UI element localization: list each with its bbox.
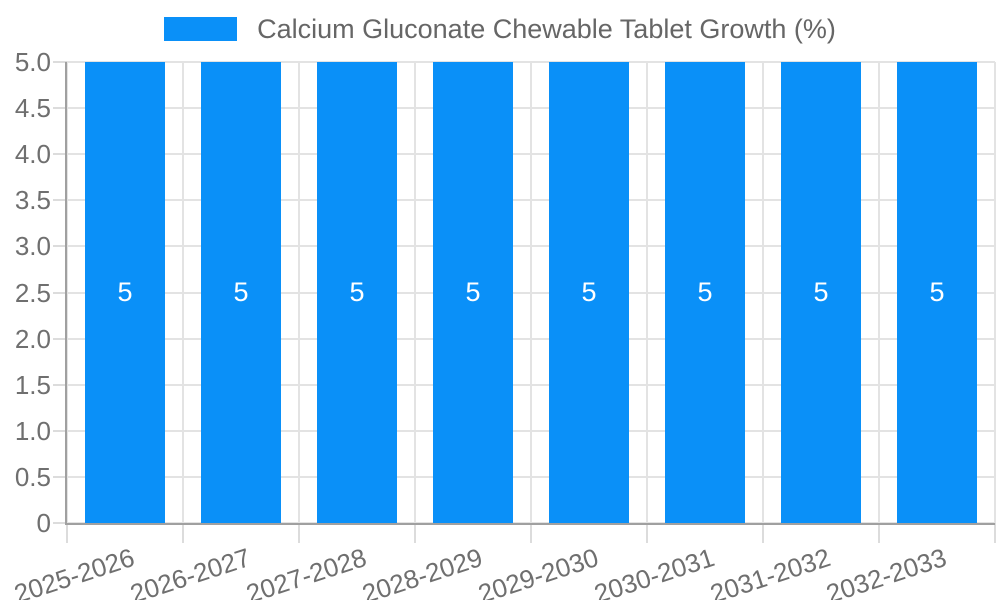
x-gridline: [298, 62, 300, 523]
y-tick-mark: [53, 245, 67, 248]
bar[interactable]: 5: [85, 62, 165, 523]
y-tick-mark: [53, 429, 67, 432]
x-gridline: [646, 62, 648, 523]
y-tick-mark: [53, 522, 67, 524]
x-gridline: [414, 62, 416, 523]
x-tick-mark: [414, 523, 416, 543]
bar[interactable]: 5: [201, 62, 281, 523]
y-tick-mark: [53, 291, 67, 294]
x-gridline: [66, 62, 68, 523]
y-tick-label: 1.5: [14, 369, 51, 400]
x-tick-mark: [530, 523, 532, 543]
bar-value-label: 5: [929, 277, 945, 307]
y-tick-label: 1.0: [14, 415, 51, 446]
bar[interactable]: 5: [549, 62, 629, 523]
x-tick-mark: [66, 523, 68, 543]
y-tick-mark: [53, 383, 67, 386]
y-tick-label: 3.5: [14, 185, 51, 216]
x-gridline: [182, 62, 184, 523]
x-tick-mark: [646, 523, 648, 543]
y-tick-label: 2.0: [14, 323, 51, 354]
y-tick-label: 5.0: [14, 47, 51, 77]
x-gridline: [878, 62, 880, 523]
x-gridline: [530, 62, 532, 523]
bar[interactable]: 5: [781, 62, 861, 523]
x-gridline: [762, 62, 764, 523]
bar[interactable]: 5: [897, 62, 977, 523]
y-tick-label: 4.5: [14, 93, 51, 124]
y-tick-label: 0: [36, 508, 51, 538]
x-tick-mark: [762, 523, 764, 543]
x-gridline: [994, 62, 996, 523]
bar[interactable]: 5: [665, 62, 745, 523]
bar-value-label: 5: [465, 277, 481, 307]
x-tick-mark: [994, 523, 996, 543]
bar-value-label: 5: [349, 277, 365, 307]
bar[interactable]: 5: [433, 62, 513, 523]
chart-legend[interactable]: Calcium Gluconate Chewable Tablet Growth…: [0, 14, 1000, 44]
y-tick-mark: [53, 199, 67, 202]
legend-label: Calcium Gluconate Chewable Tablet Growth…: [257, 14, 836, 44]
legend-swatch: [164, 17, 238, 41]
bar-value-label: 5: [117, 277, 133, 307]
y-tick-label: 0.5: [14, 461, 51, 492]
y-tick-mark: [53, 61, 67, 63]
bar-value-label: 5: [581, 277, 597, 307]
y-tick-label: 3.0: [14, 231, 51, 262]
y-tick-label: 4.0: [14, 139, 51, 170]
y-tick-label: 2.5: [14, 277, 51, 308]
bar[interactable]: 5: [317, 62, 397, 523]
y-tick-mark: [53, 475, 67, 478]
x-tick-mark: [878, 523, 880, 543]
y-tick-mark: [53, 337, 67, 340]
bar-value-label: 5: [697, 277, 713, 307]
bar-value-label: 5: [233, 277, 249, 307]
x-tick-mark: [298, 523, 300, 543]
x-tick-mark: [182, 523, 184, 543]
y-tick-mark: [53, 107, 67, 110]
y-tick-mark: [53, 153, 67, 156]
bar-value-label: 5: [813, 277, 829, 307]
